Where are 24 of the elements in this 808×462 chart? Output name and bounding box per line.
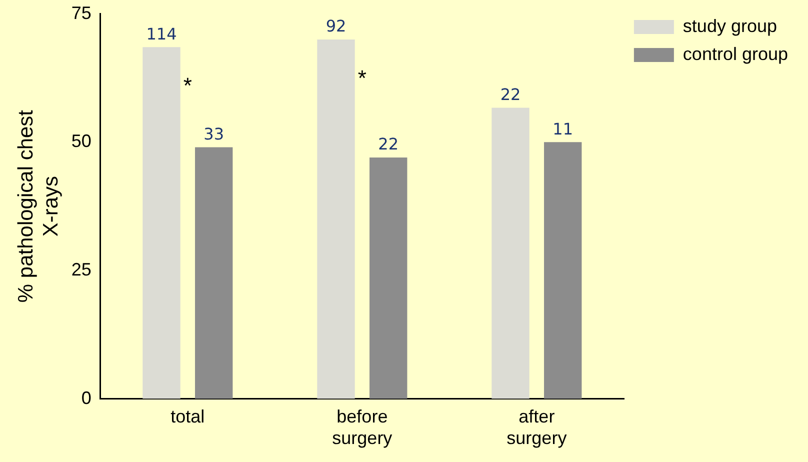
bar [492, 108, 530, 399]
bar [370, 158, 408, 399]
bar [317, 39, 355, 399]
annotation: * [183, 73, 192, 98]
legend-label: control group [682, 44, 788, 64]
x-tick-label: before surgery [332, 406, 392, 448]
annotation: 22 [378, 134, 399, 154]
legend-label: study group [682, 16, 777, 36]
annotation: 11 [552, 119, 574, 138]
annotation: 114 [146, 24, 177, 44]
annotation: * [358, 66, 367, 91]
y-tick-label: 75 [71, 2, 92, 23]
y-tick-label: 50 [71, 131, 92, 152]
annotation: 33 [204, 124, 224, 144]
bar [195, 147, 233, 399]
annotation: 92 [326, 16, 346, 36]
y-tick-label: 25 [71, 259, 92, 280]
bar [544, 142, 582, 399]
x-tick-label: after surgery [506, 406, 567, 448]
y-tick-label: 0 [81, 388, 92, 408]
y-axis-title: % pathological chest X-rays [14, 110, 63, 303]
x-tick-label: total [170, 406, 205, 427]
annotation: 22 [500, 84, 521, 104]
bar [142, 47, 180, 399]
